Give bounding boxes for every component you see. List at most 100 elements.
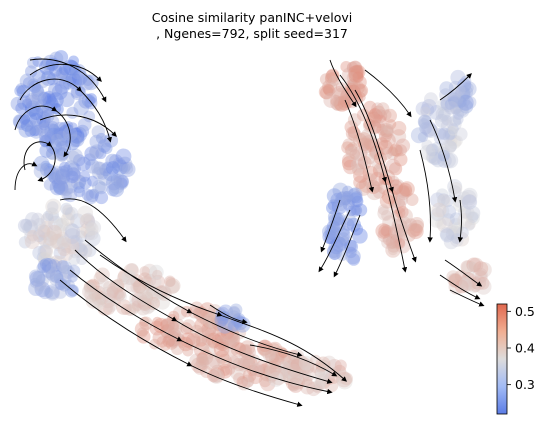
cell-point bbox=[22, 98, 33, 109]
cell-point bbox=[38, 119, 50, 131]
velocity-streamline bbox=[320, 199, 341, 253]
cell-point bbox=[385, 119, 397, 130]
cell-point bbox=[95, 148, 107, 160]
cell-point bbox=[157, 286, 172, 302]
cell-point bbox=[391, 144, 404, 157]
cell-point bbox=[59, 63, 71, 76]
cell-point bbox=[108, 181, 125, 198]
cell-point bbox=[56, 150, 68, 162]
cell-point bbox=[29, 126, 40, 137]
cell-point bbox=[41, 92, 53, 104]
cell-point bbox=[77, 205, 94, 222]
cell-point bbox=[439, 81, 454, 96]
cell-point bbox=[50, 255, 63, 268]
cell-point bbox=[326, 68, 340, 83]
cell-point bbox=[383, 123, 394, 135]
cell-point bbox=[448, 185, 462, 199]
velocity-streamline bbox=[39, 114, 117, 137]
cell-point bbox=[378, 129, 392, 143]
cell-point bbox=[395, 138, 411, 154]
cell-point bbox=[26, 229, 39, 242]
cell-point bbox=[360, 128, 377, 144]
cell-point bbox=[108, 154, 123, 169]
cell-point bbox=[100, 142, 113, 155]
velocity-streamline bbox=[329, 59, 357, 108]
cell-point bbox=[80, 222, 96, 238]
cell-point bbox=[40, 109, 55, 124]
cell-point bbox=[369, 107, 381, 119]
cell-point bbox=[89, 188, 100, 199]
cell-point bbox=[101, 286, 113, 298]
cell-point bbox=[34, 99, 50, 114]
cell-point bbox=[461, 187, 478, 204]
cell-point bbox=[49, 63, 63, 77]
cell-point bbox=[465, 205, 481, 221]
cell-point bbox=[31, 212, 45, 226]
cell-point bbox=[441, 194, 454, 208]
cell-point bbox=[83, 153, 96, 166]
cell-point bbox=[17, 218, 33, 233]
cell-point bbox=[347, 79, 358, 90]
cell-point bbox=[78, 74, 95, 91]
cell-point bbox=[415, 101, 430, 116]
cell-point bbox=[113, 173, 125, 186]
cell-point bbox=[352, 65, 364, 76]
cell-point bbox=[60, 241, 73, 254]
cell-point bbox=[455, 85, 466, 96]
cell-point bbox=[153, 317, 169, 334]
cell-point bbox=[352, 146, 368, 162]
cell-point bbox=[53, 285, 67, 299]
cell-point bbox=[31, 86, 45, 101]
cell-point bbox=[351, 195, 364, 208]
cell-point bbox=[43, 231, 58, 246]
cell-point bbox=[36, 123, 51, 137]
cell-point bbox=[64, 223, 81, 239]
cell-point bbox=[76, 253, 88, 265]
cell-point bbox=[89, 134, 104, 150]
cell-point bbox=[67, 162, 81, 177]
cell-point bbox=[34, 281, 51, 298]
cell-point bbox=[93, 161, 107, 176]
cell-point bbox=[444, 101, 459, 115]
cell-point bbox=[451, 222, 463, 234]
cell-point bbox=[452, 100, 469, 117]
cell-point bbox=[86, 227, 99, 241]
cell-point bbox=[152, 269, 163, 280]
cell-point bbox=[461, 260, 477, 276]
cell-point bbox=[367, 108, 383, 124]
cell-point bbox=[454, 127, 468, 141]
cell-point bbox=[339, 235, 350, 246]
cell-point bbox=[165, 276, 176, 287]
cell-point bbox=[449, 100, 464, 114]
cell-point bbox=[53, 246, 67, 260]
cell-point bbox=[85, 159, 100, 174]
cell-point bbox=[464, 218, 476, 230]
cell-point bbox=[39, 220, 54, 235]
cell-point bbox=[45, 207, 59, 222]
cell-point bbox=[435, 217, 447, 230]
cell-point bbox=[428, 151, 443, 166]
cell-point bbox=[38, 232, 54, 248]
cell-point bbox=[463, 95, 477, 109]
cell-point bbox=[417, 131, 429, 143]
velocity-streamline bbox=[429, 119, 458, 203]
cell-point bbox=[430, 207, 445, 222]
cell-point bbox=[53, 174, 67, 187]
cell-point bbox=[442, 129, 457, 144]
cell-point bbox=[137, 292, 150, 305]
cell-point bbox=[29, 124, 44, 139]
cell-point bbox=[472, 267, 489, 284]
cell-point bbox=[58, 279, 71, 292]
velocity-streamline bbox=[14, 161, 38, 191]
cell-point bbox=[391, 121, 407, 136]
cell-point bbox=[345, 246, 357, 259]
cell-point bbox=[56, 217, 70, 231]
cell-point bbox=[368, 146, 383, 161]
cell-point bbox=[113, 289, 124, 300]
cell-point bbox=[447, 123, 459, 135]
cell-point bbox=[350, 158, 366, 173]
cell-point bbox=[24, 234, 40, 250]
cell-point bbox=[418, 114, 433, 129]
cell-point bbox=[106, 174, 122, 191]
cell-point bbox=[125, 263, 139, 276]
